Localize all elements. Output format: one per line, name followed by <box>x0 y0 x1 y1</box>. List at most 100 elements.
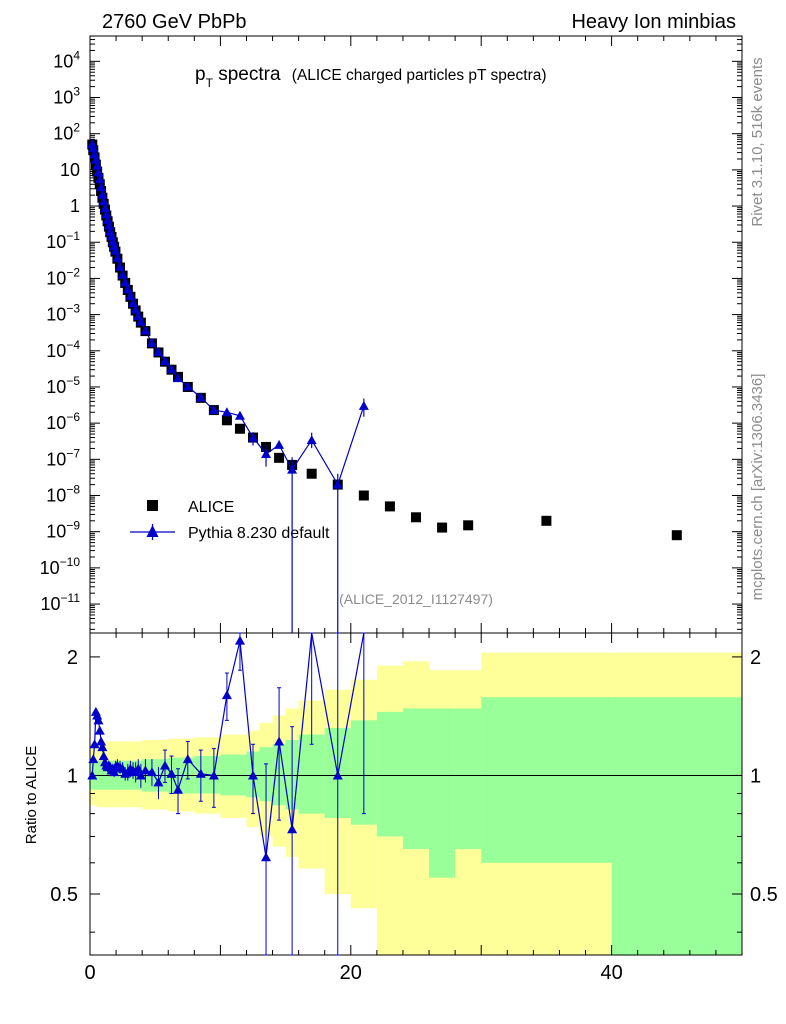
y-tick-label--1: 10−1 <box>46 229 80 252</box>
y-tick-base-1: 10 <box>60 160 80 180</box>
y-tick-base--10: 10 <box>40 558 60 578</box>
ratio-point-0 <box>87 770 98 780</box>
y-tick-label--5: 10−5 <box>46 374 80 397</box>
header-right: Heavy Ion minbias <box>571 11 736 33</box>
y-tick-base--6: 10 <box>46 413 66 433</box>
pythia-point-33 <box>166 364 177 374</box>
pythia-point-19 <box>112 252 123 262</box>
ratio-y-label-left-2: 2 <box>67 647 78 669</box>
y-tick-label--7: 10−7 <box>46 446 80 469</box>
ratio-point-40 <box>248 770 258 780</box>
ratio-y-label-right-1: 1 <box>750 765 761 787</box>
y-tick-base--1: 10 <box>46 232 66 252</box>
pythia-point-16 <box>107 236 118 246</box>
y-tick-base-3: 10 <box>53 88 73 108</box>
y-tick-exp--10: −10 <box>60 555 81 569</box>
alice-point-6 <box>94 179 105 190</box>
ratio-point-17 <box>109 767 120 777</box>
ratio-point-28 <box>135 770 146 780</box>
band-green-19 <box>481 697 612 863</box>
ratio-point-37 <box>208 770 219 780</box>
ratio-point-8 <box>97 742 108 752</box>
main-frame <box>89 35 743 634</box>
band-green-20 <box>611 697 742 955</box>
pythia-point-30 <box>146 337 157 347</box>
ratio-point-1 <box>88 754 99 764</box>
pythia-point-20 <box>114 261 125 271</box>
y-tick-base--4: 10 <box>46 341 66 361</box>
pythia-point-44 <box>306 435 317 445</box>
pythia-point-29 <box>140 325 151 335</box>
y-tick-label-1: 10 <box>60 160 80 180</box>
ratio-point-35 <box>182 754 193 764</box>
y-tick-base--9: 10 <box>46 522 66 542</box>
pythia-point-18 <box>110 245 121 255</box>
alice-point-44 <box>306 468 317 479</box>
ratio-point-4 <box>92 710 103 720</box>
pythia-point-12 <box>102 215 113 225</box>
pythia-point-24 <box>125 290 136 300</box>
y-tick-label--2: 10−2 <box>46 265 80 288</box>
pythia-point-41 <box>261 449 272 459</box>
pythia-point-2 <box>89 149 100 159</box>
pythia-point-36 <box>195 392 206 402</box>
analysis-label: (ALICE_2012_I1127497) <box>339 591 493 607</box>
pythia-point-14 <box>105 226 116 236</box>
ratio-point-42 <box>274 736 285 746</box>
pythia-point-21 <box>117 269 128 279</box>
ratio-point-34 <box>173 784 184 794</box>
x-tick-label-40: 40 <box>600 962 622 984</box>
pythia-point-22 <box>120 277 131 287</box>
pythia-point-28 <box>135 316 146 326</box>
y-tick-label-4: 104 <box>53 48 80 71</box>
pythia-point-34 <box>173 373 184 383</box>
ratio-point-38 <box>221 690 232 700</box>
band-green-18 <box>455 708 482 850</box>
alice-point-46 <box>358 490 369 501</box>
ratio-y-label-right-2: 2 <box>750 647 761 669</box>
y-tick-label--6: 10−6 <box>46 410 80 433</box>
ratio-point-41 <box>261 852 272 862</box>
band-green-12 <box>298 734 325 814</box>
y-tick-label--8: 10−8 <box>46 483 80 506</box>
y-tick-exp--4: −4 <box>66 338 80 352</box>
title-rest: spectra <box>213 64 281 85</box>
y-tick-base--2: 10 <box>46 268 66 288</box>
pythia-point-35 <box>182 381 193 391</box>
pythia-point-9 <box>98 196 109 206</box>
ratio-point-5 <box>93 715 104 725</box>
ratio-point-29 <box>140 765 151 775</box>
pythia-point-11 <box>101 209 112 219</box>
y-tick-exp--6: −6 <box>66 410 80 424</box>
y-tick-label--3: 10−3 <box>46 302 80 325</box>
y-tick-label-2: 102 <box>53 121 80 144</box>
y-tick-label--10: 10−10 <box>40 555 81 578</box>
legend: ALICE Pythia 8.230 default <box>130 499 330 542</box>
legend-pythia-label: Pythia 8.230 default <box>188 525 330 542</box>
y-tick-label--11: 10−11 <box>41 591 81 614</box>
band-green-17 <box>429 708 456 878</box>
y-tick-base--3: 10 <box>46 305 66 325</box>
ratio-frame <box>89 632 743 956</box>
pythia-point-40 <box>248 432 258 442</box>
mcplots-label: mcplots.cern.ch [arXiv:1306.3436] <box>749 374 766 601</box>
plot-title: pT spectra (ALICE charged particles pT s… <box>195 64 547 90</box>
ratio-point-33 <box>166 768 177 778</box>
pythia-point-7 <box>96 182 107 192</box>
title-subtitle: (ALICE charged particles pT spectra) <box>292 67 547 84</box>
alice-point-48 <box>411 512 421 523</box>
pythia-point-15 <box>106 231 117 241</box>
ratio-point-2 <box>89 739 100 749</box>
pythia-point-37 <box>208 405 219 415</box>
y-tick-exp-2: 2 <box>73 121 80 135</box>
alice-point-49 <box>437 522 448 533</box>
y-tick-label-0: 1 <box>70 196 80 216</box>
title-p: p <box>195 64 206 85</box>
alice-point-42 <box>274 452 285 463</box>
pythia-point-43 <box>287 464 298 474</box>
legend-pythia-marker <box>146 525 159 537</box>
ratio-y-label-right-0.5: 0.5 <box>750 884 778 906</box>
y-tick-exp-3: 3 <box>73 85 80 99</box>
ratio-point-31 <box>153 777 164 787</box>
